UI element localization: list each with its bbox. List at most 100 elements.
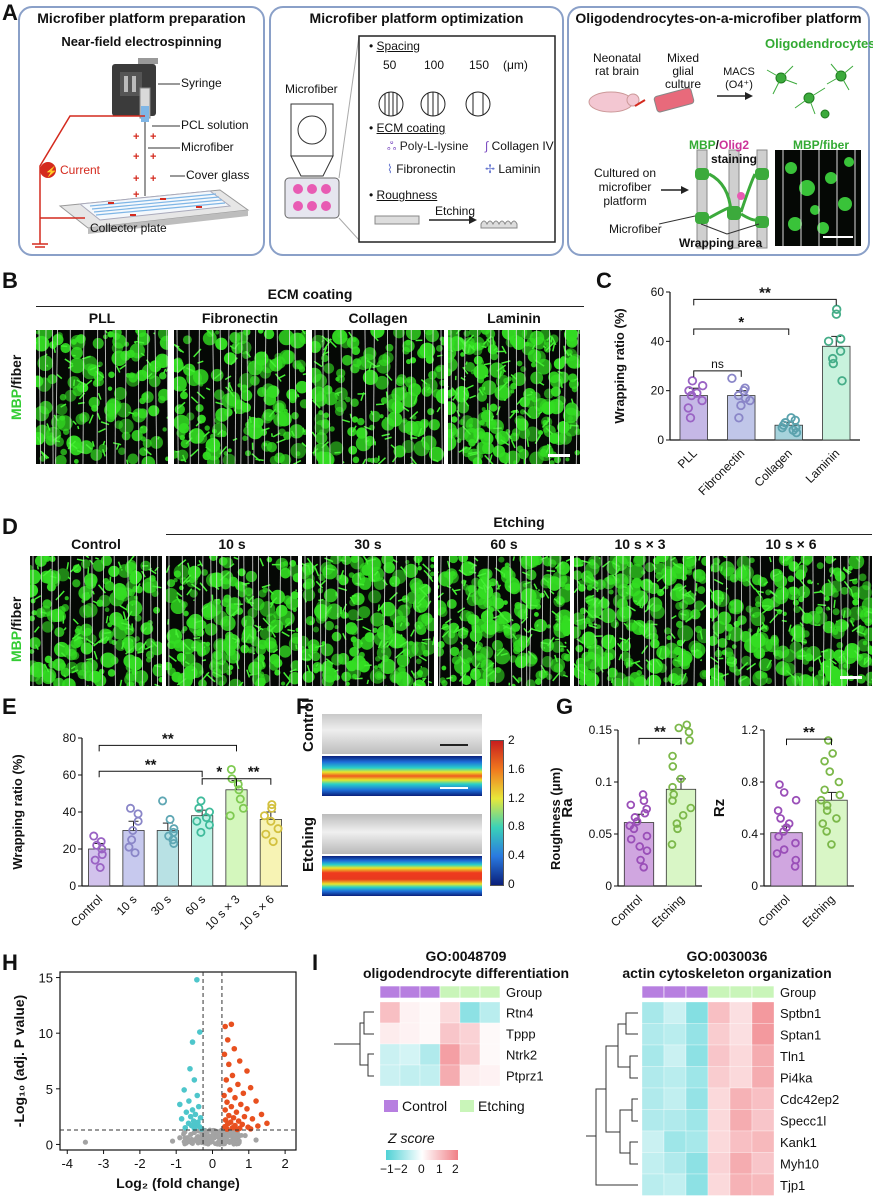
dendrogram xyxy=(631,1098,638,1122)
x-tick-label: 0 xyxy=(209,1156,216,1171)
panel-label-h: H xyxy=(2,950,18,975)
colorbar-tick-1: 1.6 xyxy=(508,761,525,776)
y-tick-label: 1.2 xyxy=(741,723,758,737)
chart-g-ra: 0 0.05 0.1 0.15 Ra Control Etching ** xyxy=(560,720,702,930)
optimization-box: Microfiber platform optimization Microfi… xyxy=(269,6,564,256)
significance-bracket xyxy=(638,737,682,745)
point-ns xyxy=(183,1140,189,1146)
data-point xyxy=(233,779,243,789)
point-ns xyxy=(217,1134,222,1139)
point-ns xyxy=(212,1141,218,1147)
heat-cell xyxy=(379,1001,401,1024)
significance-label: ** xyxy=(145,756,157,773)
x-tick-label: PLL xyxy=(675,446,700,471)
heat-cell xyxy=(707,1152,731,1175)
point-up xyxy=(264,1120,270,1127)
group-cell xyxy=(751,986,775,999)
x-tick-label: Control xyxy=(755,892,792,929)
significance-label: ** xyxy=(248,764,260,781)
x-tick-label: 60 s xyxy=(182,892,208,918)
heat-cell xyxy=(707,1044,731,1067)
point-down xyxy=(194,976,200,983)
heat-cell xyxy=(729,1087,753,1110)
coating-pll: ஃ Poly-L-lysine xyxy=(387,139,469,153)
data-point xyxy=(635,842,645,851)
heat-cell xyxy=(641,1130,665,1153)
significance-label: ** xyxy=(803,724,815,741)
data-point xyxy=(684,727,694,737)
point-up xyxy=(249,1116,256,1122)
data-point xyxy=(734,413,744,423)
pcl-label: PCL solution xyxy=(181,118,249,132)
platform-title: Oligodendrocytes-on-a-microfiber platfor… xyxy=(575,10,862,26)
data-point xyxy=(834,777,844,787)
y-tick-label: 0.4 xyxy=(741,827,758,841)
heat-cell xyxy=(751,1023,775,1046)
point-up xyxy=(223,1077,230,1083)
colorbar-tick-3: 0.8 xyxy=(508,819,525,834)
image-d-4 xyxy=(438,556,570,686)
point-down xyxy=(196,1029,203,1035)
data-point xyxy=(784,819,794,828)
y-tick-label: 40 xyxy=(651,334,665,348)
data-point xyxy=(822,801,832,810)
data-point xyxy=(125,803,135,813)
svg-text:+: + xyxy=(150,173,156,185)
point-down xyxy=(189,1039,196,1045)
zscore-colorbar xyxy=(386,1150,458,1160)
svg-text:+: + xyxy=(133,131,139,143)
prep-box: Microfiber platform preparation Near-fie… xyxy=(18,6,265,256)
gene-label: Rtn4 xyxy=(506,1006,533,1021)
x-tick-label: Collagen xyxy=(751,446,794,489)
point-up xyxy=(258,1111,265,1118)
heat-cell xyxy=(663,1066,687,1089)
heat-cell xyxy=(685,1044,709,1067)
x-tick-label: Control xyxy=(608,892,645,929)
heat-cell xyxy=(707,1001,731,1024)
x-tick-label: Etching xyxy=(649,892,687,930)
y-axis-label: Rz xyxy=(712,799,728,817)
heat-cell xyxy=(751,1152,775,1175)
data-point xyxy=(642,831,652,841)
data-point xyxy=(779,845,789,854)
data-point xyxy=(837,376,847,386)
x-tick-label: Fibronectin xyxy=(695,446,747,498)
current-label: Current xyxy=(60,163,101,177)
svg-text:⚡: ⚡ xyxy=(45,165,57,178)
significance-bracket xyxy=(786,738,832,746)
point-up xyxy=(233,1109,240,1115)
point-down xyxy=(177,1101,183,1108)
panel-label-d: D xyxy=(2,514,18,539)
point-up xyxy=(224,1099,230,1105)
data-point xyxy=(828,749,837,758)
zscore-tick-2: 2 xyxy=(452,1162,459,1176)
heat-cell xyxy=(729,1066,753,1089)
data-point xyxy=(828,353,838,364)
data-point xyxy=(639,862,649,872)
gene-label: Tppp xyxy=(506,1027,536,1042)
spacing-unit: (μm) xyxy=(503,58,528,72)
panel-label-f: F xyxy=(296,694,310,719)
image-b-1-label: PLL xyxy=(88,310,116,326)
data-point xyxy=(168,827,178,837)
significance-bracket xyxy=(693,370,742,377)
heat-cell xyxy=(479,1064,501,1087)
panel-label-e: E xyxy=(2,694,17,719)
zscore-tick-0: 0 xyxy=(418,1162,425,1176)
data-point xyxy=(95,862,105,872)
zscore-tick-m2: −2 xyxy=(394,1162,408,1176)
point-ns xyxy=(253,1137,259,1143)
data-point xyxy=(96,837,106,847)
heat-cell xyxy=(459,1064,481,1087)
heat-cell xyxy=(419,1064,441,1087)
dendrogram xyxy=(595,1088,638,1186)
f-control-roughness-map xyxy=(322,756,482,796)
gene-label: Pi4ka xyxy=(780,1070,813,1085)
y-tick-label: 0.15 xyxy=(589,723,613,737)
significance-label: * xyxy=(216,764,222,781)
data-point xyxy=(774,832,783,841)
heat-cell xyxy=(399,1001,421,1024)
point-down xyxy=(197,1114,204,1121)
data-point xyxy=(97,850,107,860)
platform-illustration xyxy=(588,63,861,249)
